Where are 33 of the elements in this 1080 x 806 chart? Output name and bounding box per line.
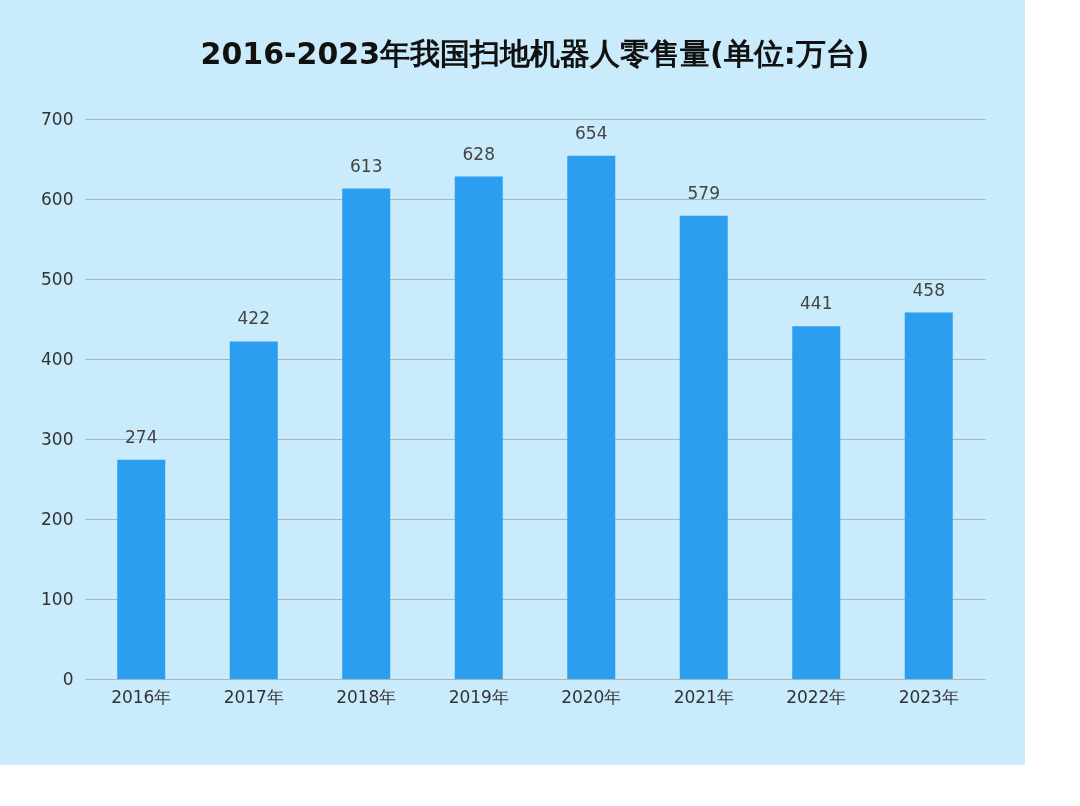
x-tick-label: 2022年	[786, 686, 847, 707]
y-tick-label: 700	[41, 108, 74, 129]
bar	[342, 188, 391, 679]
y-tick-label: 300	[41, 428, 74, 449]
x-tick-label: 2019年	[448, 686, 509, 707]
data-label: 613	[350, 155, 383, 176]
x-tick-label: 2018年	[336, 686, 397, 707]
data-label: 422	[237, 308, 270, 329]
y-tick-label: 200	[41, 508, 74, 529]
bar	[567, 155, 616, 679]
y-tick-label: 100	[41, 588, 74, 609]
bar	[792, 326, 841, 679]
data-label: 579	[687, 182, 720, 203]
data-label: 654	[575, 122, 608, 143]
y-tick-label: 0	[62, 668, 74, 689]
bar	[904, 312, 953, 679]
x-tick-label: 2016年	[111, 686, 172, 707]
x-tick-label: 2021年	[673, 686, 734, 707]
data-label: 274	[125, 426, 158, 447]
bar	[679, 215, 728, 679]
chart-title: 2016-2023年我国扫地机器人零售量(单位:万台)	[200, 36, 870, 71]
bar	[229, 341, 278, 679]
data-label: 441	[800, 293, 833, 314]
bar	[117, 459, 166, 679]
x-tick-label: 2020年	[561, 686, 622, 707]
y-tick-label: 600	[41, 188, 74, 209]
y-tick-label: 400	[41, 348, 74, 369]
data-label: 628	[462, 143, 495, 164]
x-tick-label: 2017年	[223, 686, 284, 707]
data-label: 458	[912, 279, 945, 300]
x-tick-label: 2023年	[898, 686, 959, 707]
bar	[454, 176, 503, 679]
y-tick-label: 500	[41, 268, 74, 289]
